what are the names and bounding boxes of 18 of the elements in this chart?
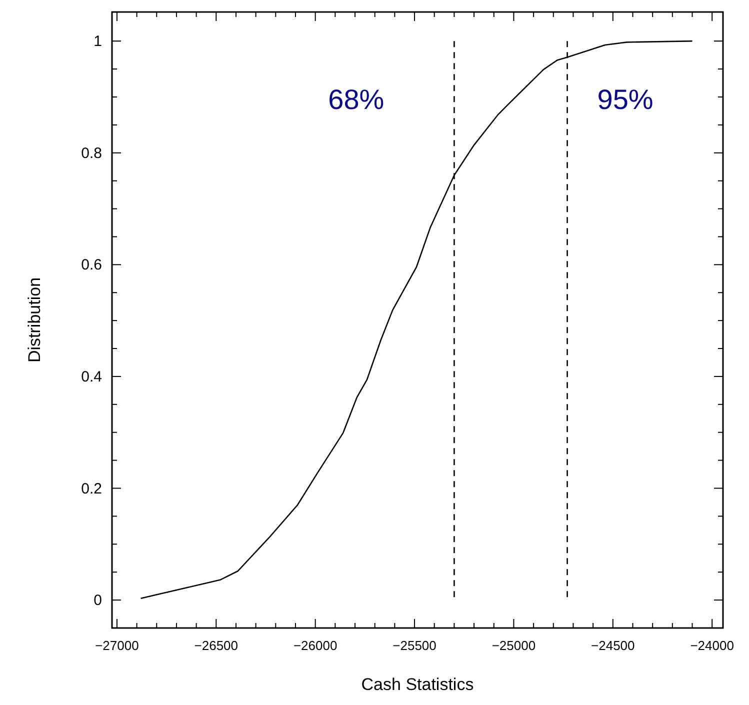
line-series: [140, 40, 693, 600]
x-tick-label: −25000: [492, 638, 536, 653]
x-axis-title: Cash Statistics: [361, 675, 474, 694]
x-tick-label: −26000: [293, 638, 338, 653]
x-tick-label: −25500: [392, 638, 436, 653]
x-tick-label: −27000: [95, 638, 139, 653]
x-tick-label: −26500: [194, 638, 238, 653]
y-tick-label: 0.4: [81, 368, 102, 386]
annotation: 68%: [328, 84, 384, 115]
x-tick-label: −24500: [591, 638, 635, 653]
y-axis-title: Distribution: [25, 277, 44, 363]
y-tick-label: 0.6: [81, 256, 102, 274]
y-tick-label: 0.2: [81, 480, 102, 498]
y-tick-label: 0: [94, 592, 102, 610]
annotation: 95%: [597, 84, 654, 115]
y-tick-label: 0.8: [81, 144, 102, 162]
y-tick-label: 1: [94, 33, 102, 50]
x-tick-label: −24000: [690, 638, 734, 653]
